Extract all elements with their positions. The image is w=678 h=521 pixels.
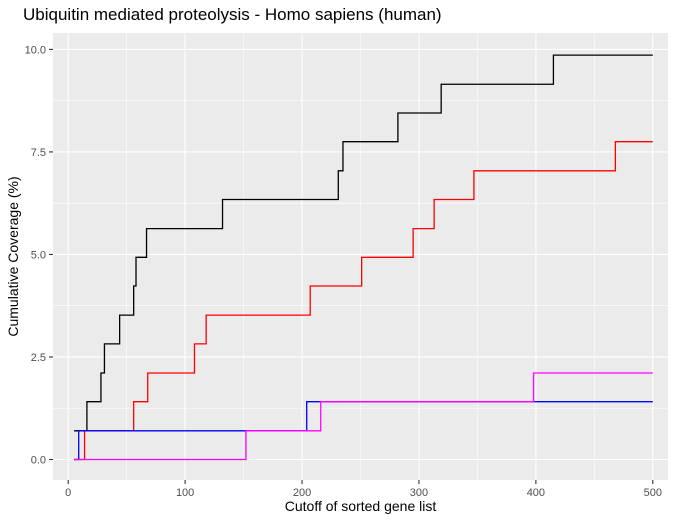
chart-title: Ubiquitin mediated proteolysis - Homo sa… <box>23 5 442 24</box>
series-layer <box>74 54 653 461</box>
y-tick-label: 10.0 <box>25 44 46 56</box>
x-tick-label: 0 <box>65 487 71 499</box>
y-tick-label: 0.0 <box>31 454 46 466</box>
y-axis: 0.0 2.5 5.0 7.5 10.0 <box>25 44 53 466</box>
series-line-2 <box>74 141 653 461</box>
y-axis-title: Cumulative Coverage (%) <box>5 176 21 336</box>
y-tick-label: 5.0 <box>31 249 46 261</box>
x-axis: 0 100 200 300 400 500 <box>65 480 662 499</box>
x-tick-label: 400 <box>527 487 545 499</box>
series-line-1 <box>74 54 653 432</box>
series-line-4 <box>74 372 653 461</box>
x-tick-label: 100 <box>176 487 194 499</box>
y-tick-label: 2.5 <box>31 352 46 364</box>
y-tick-label: 7.5 <box>31 147 46 159</box>
x-tick-label: 200 <box>293 487 311 499</box>
x-tick-label: 300 <box>410 487 428 499</box>
x-tick-label: 500 <box>644 487 662 499</box>
minor-gridlines <box>53 33 668 480</box>
x-axis-title: Cutoff of sorted gene list <box>285 498 437 514</box>
